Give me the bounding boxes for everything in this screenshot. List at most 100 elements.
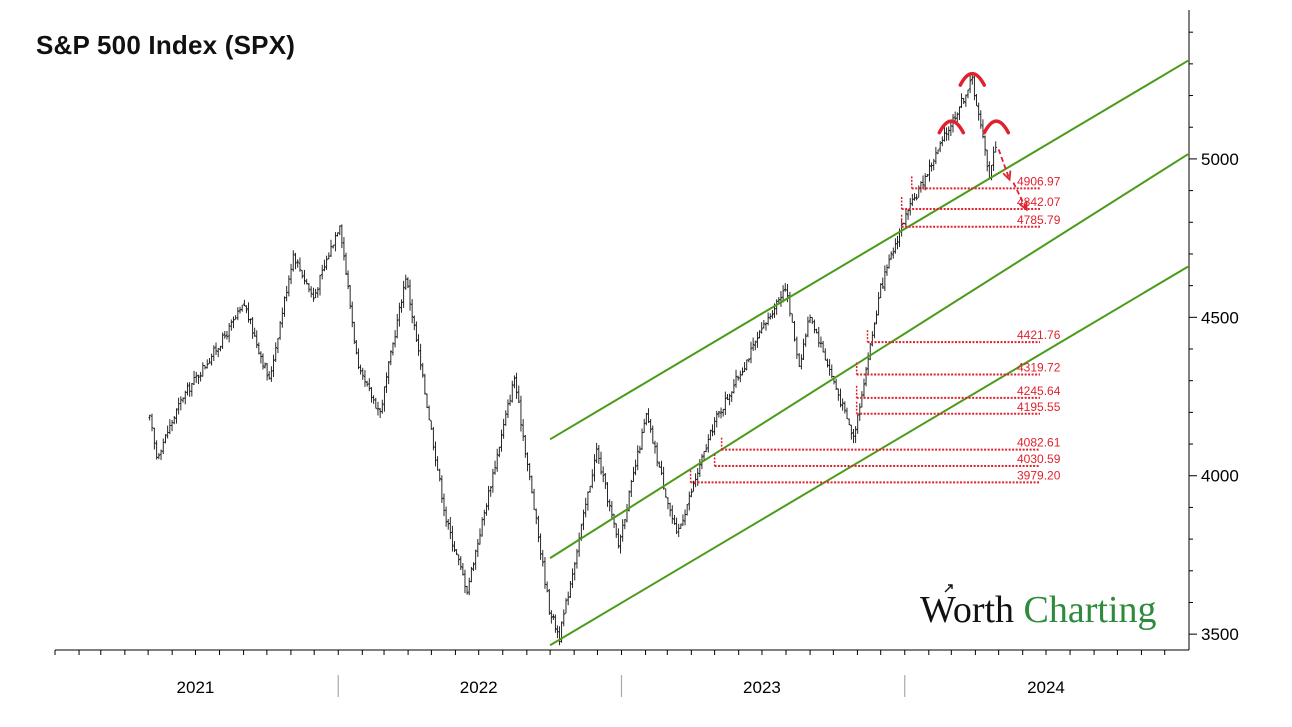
price-bar [352,321,356,345]
price-bar [245,305,248,314]
price-bar [775,299,778,315]
price-bar [274,342,278,363]
price-bar [642,418,646,433]
price-bar [232,316,235,329]
price-bar [259,351,263,364]
price-bar [446,518,450,530]
price-bar [694,473,697,488]
price-bar [601,466,605,483]
level-label: 4195.55 [1017,400,1061,414]
price-bar [412,315,416,331]
price-bar [281,307,284,328]
price-bar [212,345,216,361]
price-bar [749,341,753,364]
price-bar [941,136,944,147]
price-bar [482,509,486,526]
price-bar [758,330,761,339]
head-arc [958,71,987,87]
price-bar [240,304,244,312]
price-bar [307,282,311,293]
price-bar [649,418,652,433]
price-bar [894,238,897,254]
price-bar [380,399,384,414]
price-bar [309,286,313,298]
price-bar [683,509,687,526]
price-bar [157,453,161,460]
price-bar [164,434,167,444]
price-bar [336,232,339,237]
price-bar [214,342,218,355]
price-bar [303,269,306,285]
price-bar [374,397,378,409]
price-bar [745,359,749,371]
price-bar [612,513,616,528]
price-bar [819,336,823,348]
price-bar [172,415,176,425]
price-bar [361,367,365,380]
price-bar [681,514,685,526]
price-bar [692,480,695,492]
price-bar [225,330,229,340]
price-bar [806,316,810,338]
price-bar [474,549,477,570]
price-bar [408,279,412,311]
price-bar [554,614,557,633]
price-bar [906,209,910,220]
brand-arrow-icon [944,584,953,593]
price-bar [485,503,488,516]
price-bar [438,468,442,482]
price-bar [344,252,348,276]
price-bar [875,310,878,325]
price-bar [730,391,734,402]
price-bar [704,444,708,453]
price-bar [491,468,495,493]
price-bar [532,488,536,510]
price-bar [541,549,545,567]
price-bar [577,532,581,557]
x-tick-label: 2023 [743,678,781,697]
price-bar [908,197,912,216]
price-bar [415,321,418,342]
price-bar [753,340,757,351]
price-bar [858,403,862,421]
price-bar [706,434,710,453]
price-bar [606,482,609,507]
price-bar [325,255,328,270]
price-bar [636,445,640,471]
price-bar [183,390,187,405]
price-bar [197,374,200,385]
price-bar [896,235,899,250]
price-bar [647,408,650,424]
price-bar [385,372,388,393]
price-bar [719,407,723,419]
price-bar [571,568,574,589]
price-bar [960,93,963,109]
price-bar [640,428,644,451]
level-label: 4030.59 [1017,452,1061,466]
price-bar [891,247,895,259]
price-bar [517,385,521,404]
price-bar [270,366,273,382]
price-bar [936,149,940,155]
price-bar [973,73,976,101]
price-bar [958,106,961,121]
price-bar [350,301,354,328]
price-bar [370,387,373,403]
price-bar [444,506,448,527]
price-bar [883,265,887,292]
price-bar [320,264,324,280]
axes: 3500 4000 4500 5000 2021 2022 2023 2024 [54,10,1239,697]
price-bar [451,525,454,552]
price-bar [670,505,674,524]
price-bar [724,391,727,416]
price-bar [790,313,794,323]
price-bar [951,114,955,133]
price-bar [964,94,968,107]
price-bar [658,461,661,468]
price-bar [489,486,493,497]
price-bar [839,388,842,408]
price-bar [417,334,420,356]
price-bar [739,370,742,383]
price-bar [675,517,678,535]
price-bar [860,391,864,408]
